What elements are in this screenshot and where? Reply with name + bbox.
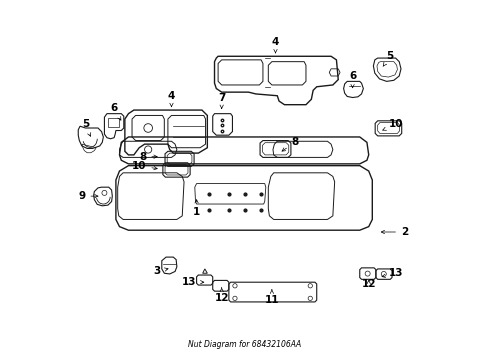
Text: 4: 4: [168, 91, 175, 107]
Text: 3: 3: [153, 266, 168, 276]
Text: 4: 4: [272, 37, 279, 53]
Text: 13: 13: [182, 277, 204, 287]
Text: Nut Diagram for 68432106AA: Nut Diagram for 68432106AA: [188, 339, 302, 348]
Text: 10: 10: [383, 120, 403, 130]
Text: 9: 9: [78, 191, 98, 201]
Text: 6: 6: [110, 103, 121, 120]
Text: 13: 13: [382, 268, 403, 278]
Text: 12: 12: [362, 279, 376, 289]
Text: 8: 8: [282, 138, 299, 151]
Text: 7: 7: [218, 93, 225, 108]
Text: 5: 5: [82, 120, 91, 136]
Text: 6: 6: [349, 71, 356, 88]
Text: 12: 12: [215, 288, 229, 303]
Bar: [108, 118, 119, 127]
Text: 5: 5: [383, 51, 394, 66]
Text: 11: 11: [265, 289, 279, 305]
Text: 1: 1: [193, 200, 200, 217]
Text: 8: 8: [139, 152, 157, 162]
Text: 10: 10: [132, 161, 157, 171]
Text: 2: 2: [381, 227, 408, 237]
